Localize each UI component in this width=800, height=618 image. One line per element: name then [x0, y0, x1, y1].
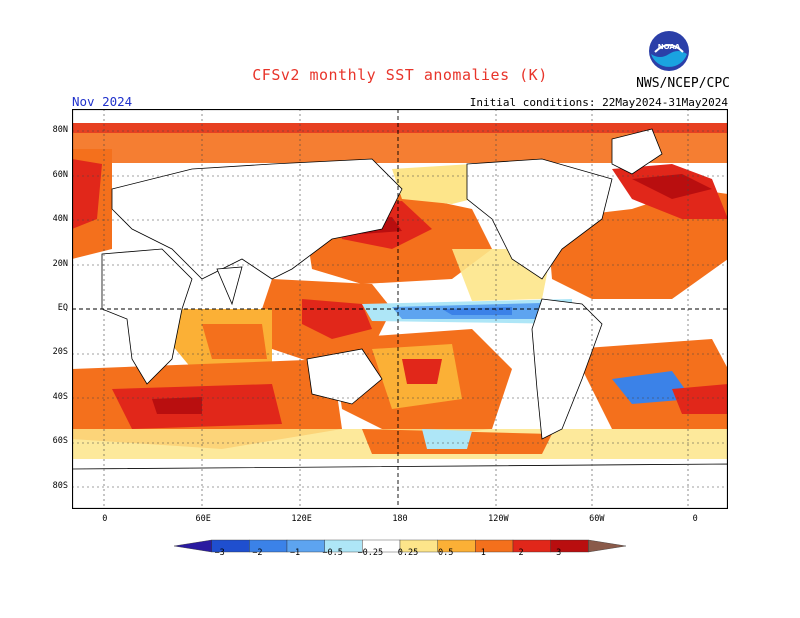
lon-tick-label: 120E [291, 514, 312, 524]
sst-anomaly-map [72, 109, 728, 509]
lon-tick-label: 180 [392, 514, 408, 524]
continents [72, 128, 728, 509]
colorbar-label: −2 [252, 548, 263, 558]
map-frame [72, 109, 728, 509]
lat-tick-label: 20S [52, 347, 68, 358]
lat-tick-label: 60N [52, 169, 68, 180]
colorbar-label: −1 [289, 548, 301, 558]
lat-tick-label: 80S [52, 480, 68, 491]
initial-conditions-label: Initial conditions: 22May2024-31May2024 [469, 96, 728, 109]
valid-month-label: Nov 2024 [72, 94, 133, 109]
colorbar-label: 0.5 [437, 548, 454, 558]
colorbar [174, 539, 626, 553]
lon-tick-label: 0 [102, 514, 108, 524]
lon-tick-label: 120W [488, 514, 509, 524]
noaa-logo-text: NOAA [658, 43, 681, 51]
lon-tick-label: 60E [195, 514, 211, 524]
noaa-logo: NOAA [649, 31, 689, 71]
lat-tick-label: 60S [52, 436, 68, 447]
colorbar-label: 2 [518, 548, 524, 558]
lat-tick-label: 40N [52, 214, 68, 225]
chart-title: CFSv2 monthly SST anomalies (K) [252, 66, 548, 84]
lat-tick-label: EQ [57, 303, 68, 313]
colorbar-label: 3 [556, 548, 562, 558]
lon-tick-label: 60W [589, 514, 605, 524]
colorbar-label: 0.25 [397, 548, 419, 558]
colorbar-segment [588, 539, 626, 553]
lon-tick-label: 0 [692, 514, 698, 524]
lat-tick-label: 80N [52, 125, 68, 136]
colorbar-label: 1 [480, 548, 486, 558]
lat-tick-label: 40S [52, 391, 68, 402]
reference-lines [72, 109, 728, 509]
colorbar-label: −0.5 [322, 548, 343, 558]
organization-label: NWS/NCEP/CPC [636, 76, 730, 91]
colorbar-label: −3 [214, 548, 225, 558]
lat-tick-label: 20N [52, 258, 68, 269]
colorbar-label: −0.25 [357, 548, 384, 558]
